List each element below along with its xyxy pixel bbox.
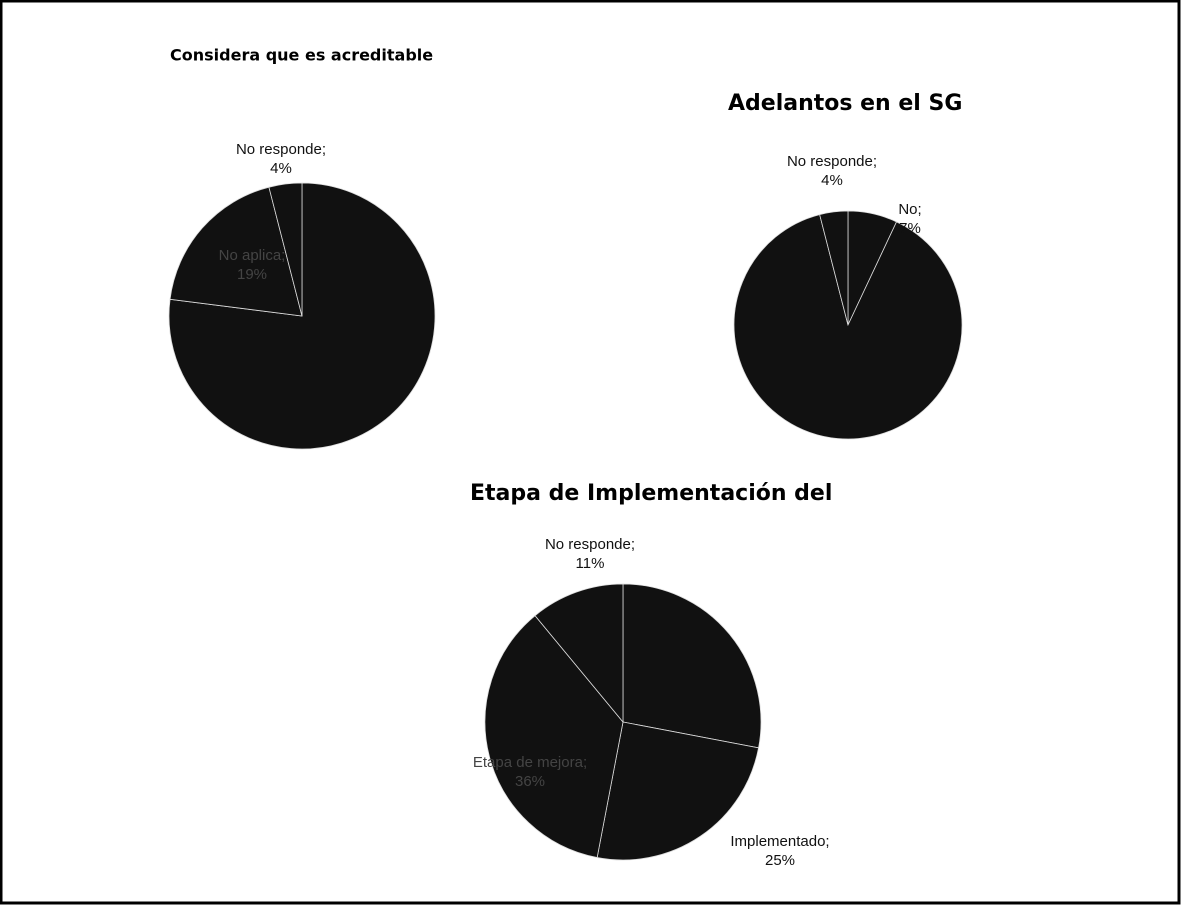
data-label: No aplica; 19% (219, 247, 286, 283)
value-label: 11% (576, 555, 605, 572)
category-label: Etapa de mejora; (473, 754, 587, 771)
category-label: No aplica; (219, 247, 286, 264)
pie-slice (268, 182, 303, 317)
chart-title: Considera que es acreditable (170, 46, 433, 65)
pie-slice (484, 615, 624, 859)
value-label: 4% (270, 160, 292, 177)
data-label: No responde; 11% (545, 536, 635, 572)
pie-slice (733, 214, 963, 440)
data-label: No; 7% (898, 201, 921, 237)
pie-slice (819, 210, 849, 326)
pie-slice (622, 583, 762, 749)
pie-slice (169, 186, 303, 317)
category-label: Implementado; (730, 833, 829, 850)
data-label: No responde; 4% (787, 153, 877, 189)
chart-title: Etapa de Implementación del (470, 481, 832, 506)
data-label: Implementado; 25% (730, 833, 829, 869)
value-label: 4% (821, 172, 843, 189)
value-label: 25% (765, 852, 795, 869)
pie-slice (596, 721, 760, 861)
value-label: 19% (237, 266, 267, 283)
pie-slice (534, 583, 624, 724)
chart-title: Adelantos en el SG (728, 91, 962, 116)
category-label: No responde; (236, 141, 326, 158)
data-label: Etapa de mejora; 36% (473, 754, 587, 790)
category-label: No; (898, 201, 921, 218)
value-label: 36% (515, 773, 545, 790)
category-label: No responde; (787, 153, 877, 170)
data-label: No responde; 4% (236, 141, 326, 177)
value-label: 7% (899, 220, 921, 237)
category-label: No responde; (545, 536, 635, 553)
